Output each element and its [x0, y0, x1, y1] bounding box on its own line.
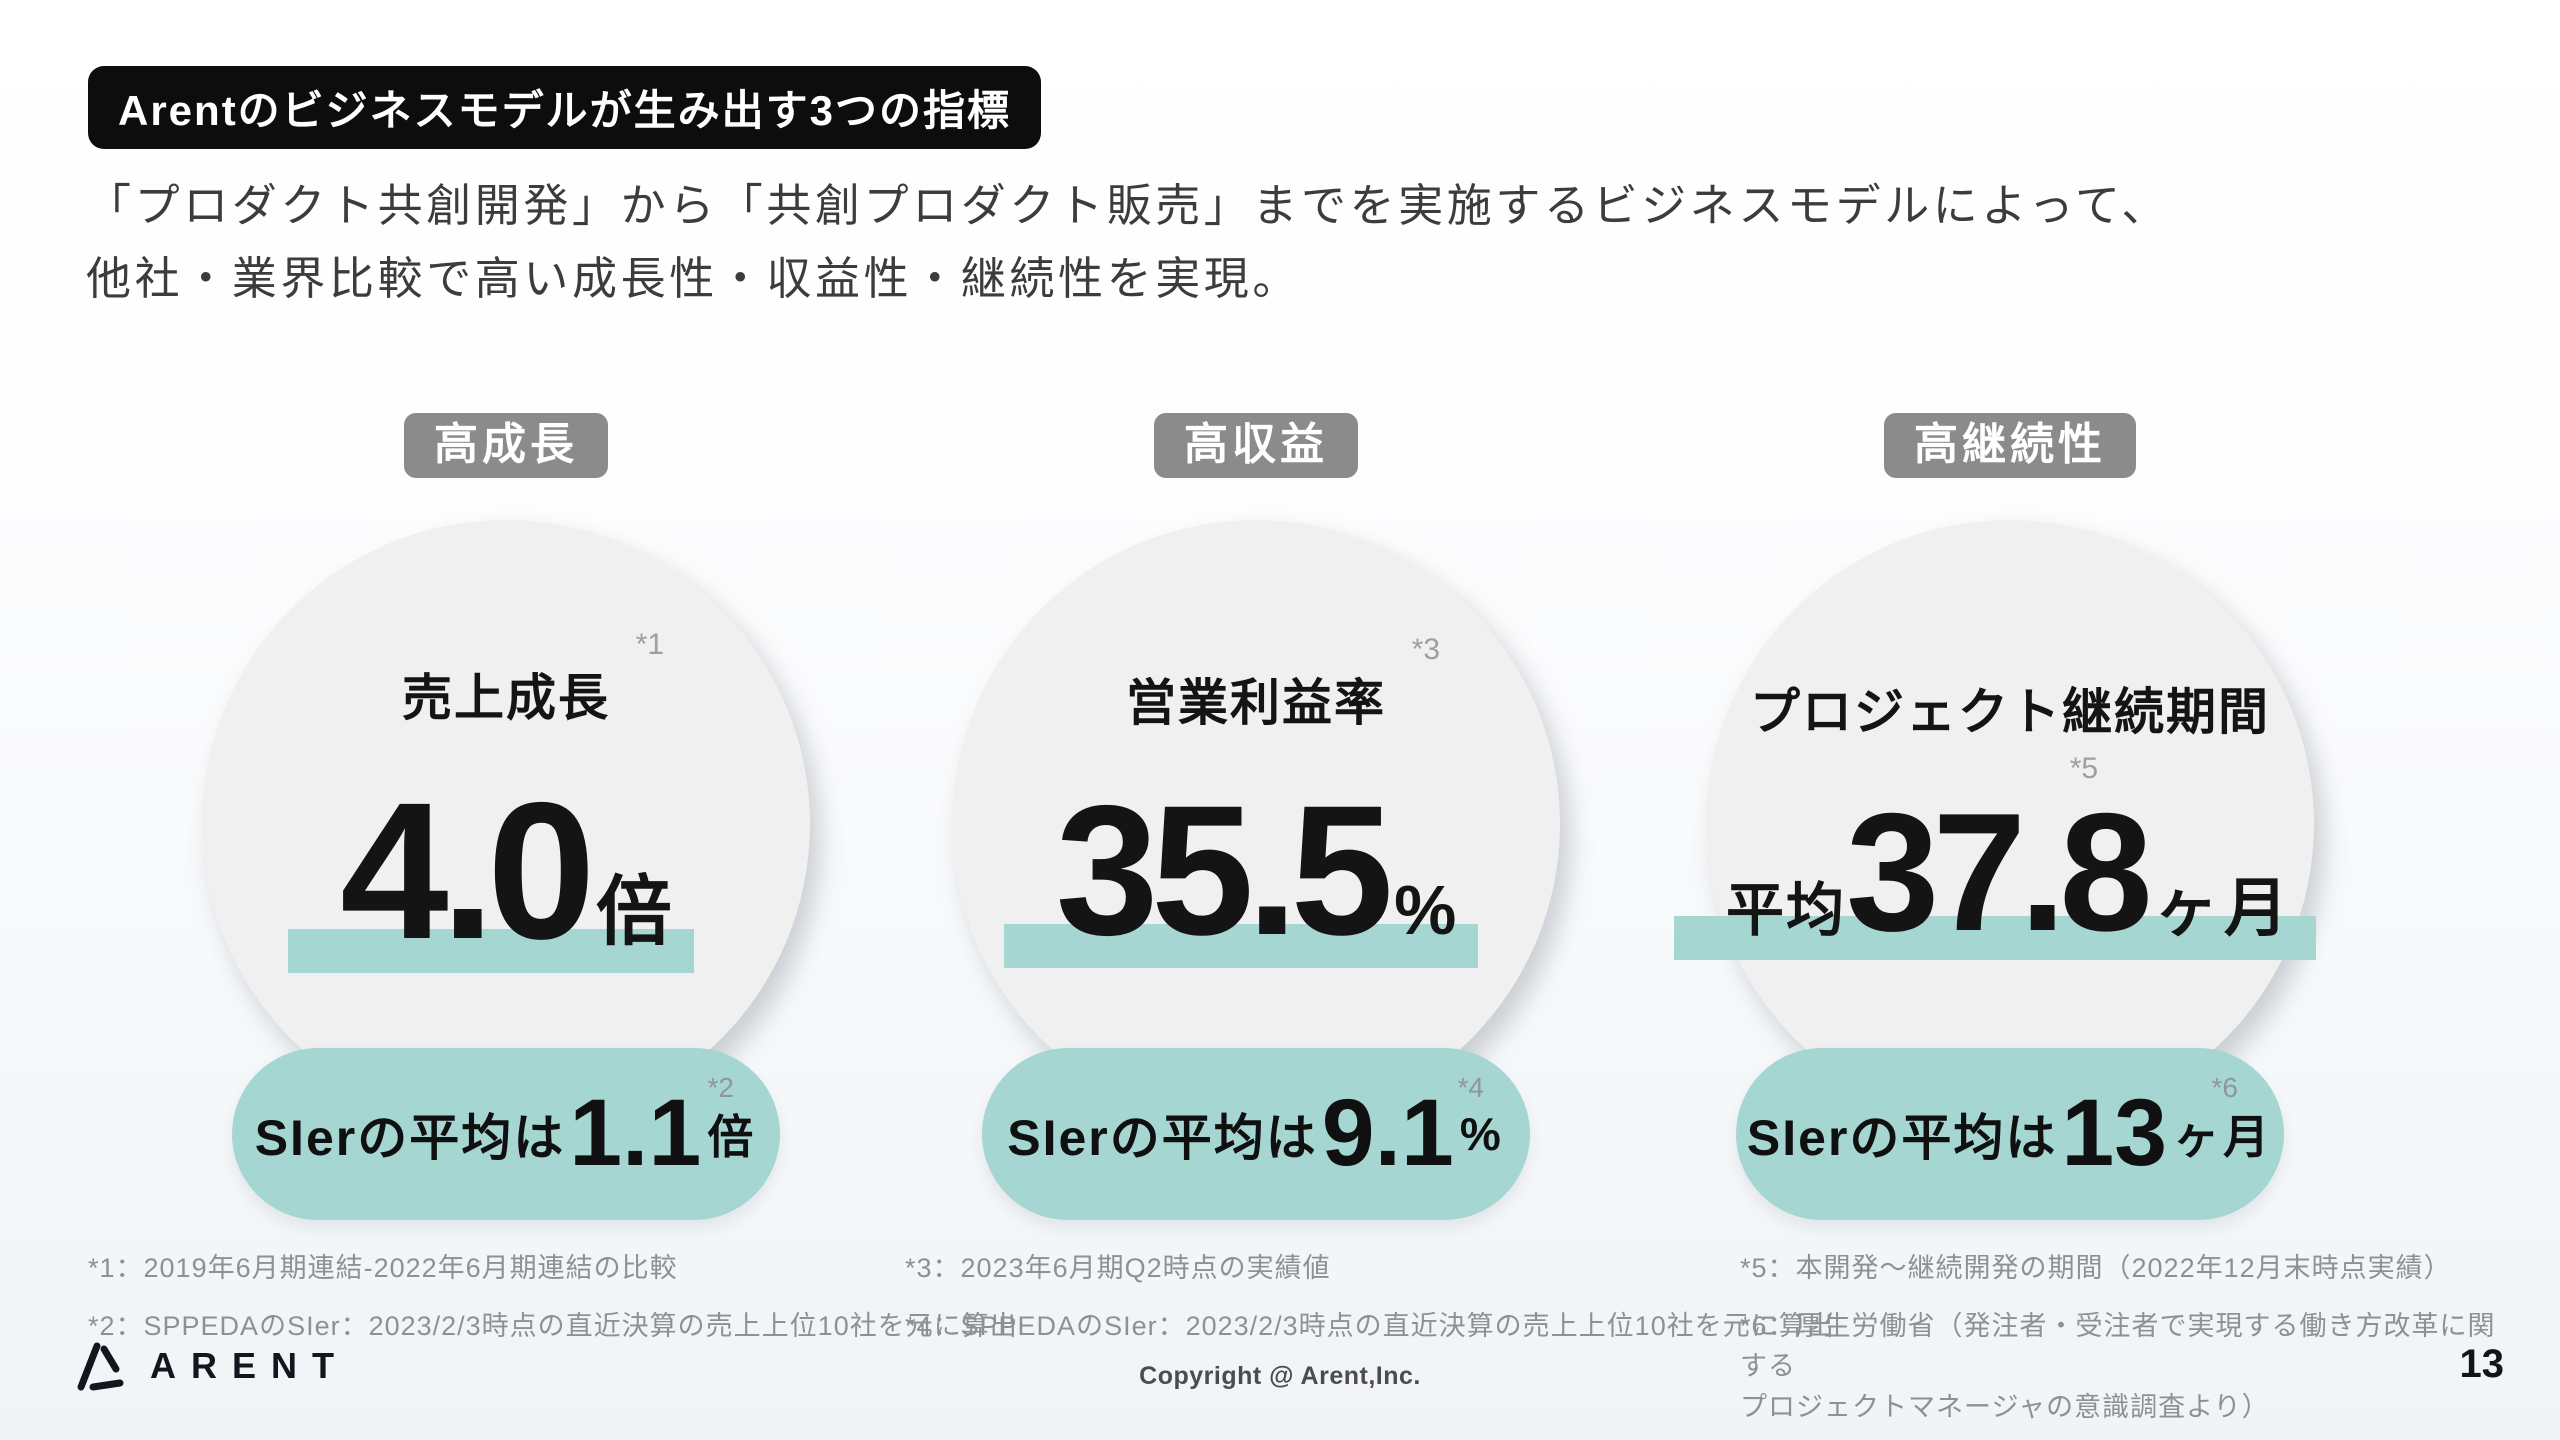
intro-line-2: 他社・業界比較で高い成長性・収益性・継続性を実現。	[86, 252, 1302, 304]
metric-value: 37.8	[1845, 777, 2153, 966]
metric-label: プロジェクト継続期間	[1750, 683, 2270, 740]
footnote: *2：SPPEDAのSIer：2023/2/3時点の直近決算の売上上位10社を元…	[88, 1310, 1018, 1341]
pill-value: 1.1	[569, 1080, 702, 1187]
metric-label-row: 売上成長 *1	[402, 628, 664, 730]
arent-logo-text: ARENT	[150, 1345, 349, 1386]
footnote-marker: *2	[707, 1071, 734, 1103]
intro-text: 「プロダクト共創開発」から「共創プロダクト販売」までを実施するビジネスモデルによ…	[86, 170, 2170, 316]
slide-title-badge: Arentのビジネスモデルが生み出す3つの指標	[88, 66, 1042, 149]
pill-value: 9.1	[1321, 1080, 1454, 1187]
arent-logo-icon	[77, 1342, 124, 1391]
footnote: *5：本開発〜継続開発の期間（2022年12月末時点実績）	[1740, 1253, 2452, 1283]
metric-value-row: 35.5 %	[1003, 768, 1479, 975]
metric-label-row: プロジェクト継続期間	[1750, 672, 2270, 744]
footnote-marker: *6	[2211, 1071, 2238, 1103]
pill-unit: 倍	[707, 1110, 758, 1163]
highlight-bar	[288, 929, 694, 974]
pill-value: 13	[2061, 1080, 2168, 1187]
copyright-text: Copyright @ Arent,Inc.	[1139, 1362, 1421, 1390]
metric-value-row: 平均 37.8 ヶ月 *5	[1673, 753, 2317, 966]
footnote: *1：2019年6月期連結-2022年6月期連結の比較	[88, 1253, 678, 1283]
pill-unit: ヶ月	[2173, 1110, 2274, 1163]
footnotes-column-3: *5：本開発〜継続開発の期間（2022年12月末時点実績） *6：厚生労働省（発…	[1740, 1248, 2500, 1440]
arent-logo: ARENT	[70, 1336, 349, 1396]
pill-prefix: SIerの平均は	[1007, 1109, 1318, 1166]
metric-value: 35.5	[1055, 768, 1394, 975]
footnote-marker: *5	[2069, 751, 2099, 785]
comparison-pill-profit: SIerの平均は 9.1 % *4	[982, 1047, 1530, 1220]
pill-prefix: SIerの平均は	[254, 1109, 566, 1166]
metric-value-row: 4.0 倍	[288, 762, 694, 981]
footnote: *3：2023年6月期Q2時点の実績値	[905, 1253, 1331, 1283]
footnote-marker: *1	[635, 628, 664, 662]
footnote-marker: *3	[1411, 633, 1440, 667]
footnote-marker: *4	[1457, 1071, 1484, 1103]
page-number: 13	[2459, 1342, 2505, 1386]
highlight-bar	[1673, 915, 2317, 960]
metric-circle-growth: 売上成長 *1 4.0 倍	[202, 519, 810, 1128]
metric-label: 売上成長	[402, 670, 610, 727]
footnotes-column-2: *3：2023年6月期Q2時点の実績値 *4：SPPEDAのSIer：2023/…	[905, 1248, 1835, 1363]
footnotes-column-1: *1：2019年6月期連結-2022年6月期連結の比較 *2：SPPEDAのSI…	[88, 1248, 1018, 1363]
metric-value: 4.0	[340, 762, 595, 981]
metric-unit: %	[1394, 871, 1457, 950]
comparison-pill-continuity: SIerの平均は 13 ヶ月 *6	[1736, 1047, 2284, 1220]
pill-prefix: SIerの平均は	[1746, 1109, 2058, 1166]
pill-unit: %	[1459, 1107, 1505, 1160]
metric-unit: ヶ月	[2154, 871, 2295, 944]
metric-circle-continuity: プロジェクト継続期間 平均 37.8 ヶ月 *5	[1673, 519, 2317, 1128]
metric-column-profit: 高収益 営業利益率 *3 35.5 % SIerの平均は 9.1 % *4	[946, 413, 1566, 1220]
metric-label-row: 営業利益率 *3	[1126, 633, 1440, 735]
metric-column-growth: 高成長 売上成長 *1 4.0 倍 SIerの平均は 1.1 倍 *2	[196, 413, 816, 1220]
comparison-pill-growth: SIerの平均は 1.1 倍 *2	[232, 1047, 780, 1220]
metric-label: 営業利益率	[1126, 675, 1386, 732]
metric-value-prefix: 平均	[1725, 877, 1846, 943]
metric-unit: 倍	[595, 870, 672, 956]
footnote: *6：厚生労働省（発注者・受注者で実現する働き方改革に関する プロジェクトマネー…	[1740, 1310, 2496, 1422]
category-badge-growth: 高成長	[404, 413, 608, 478]
intro-line-1: 「プロダクト共創開発」から「共創プロダクト販売」までを実施するビジネスモデルによ…	[86, 180, 2170, 231]
footnote: *4：SPPEDAのSIer：2023/2/3時点の直近決算の売上上位10社を元…	[905, 1310, 1835, 1341]
category-badge-continuity: 高継続性	[1884, 413, 2136, 478]
highlight-bar	[1003, 924, 1479, 969]
metric-column-continuity: 高継続性 プロジェクト継続期間 平均 37.8 ヶ月 *5 SIerの平均は 1…	[1673, 413, 2320, 1220]
category-badge-profit: 高収益	[1154, 413, 1358, 478]
metric-circle-profit: 営業利益率 *3 35.5 %	[952, 519, 1560, 1128]
